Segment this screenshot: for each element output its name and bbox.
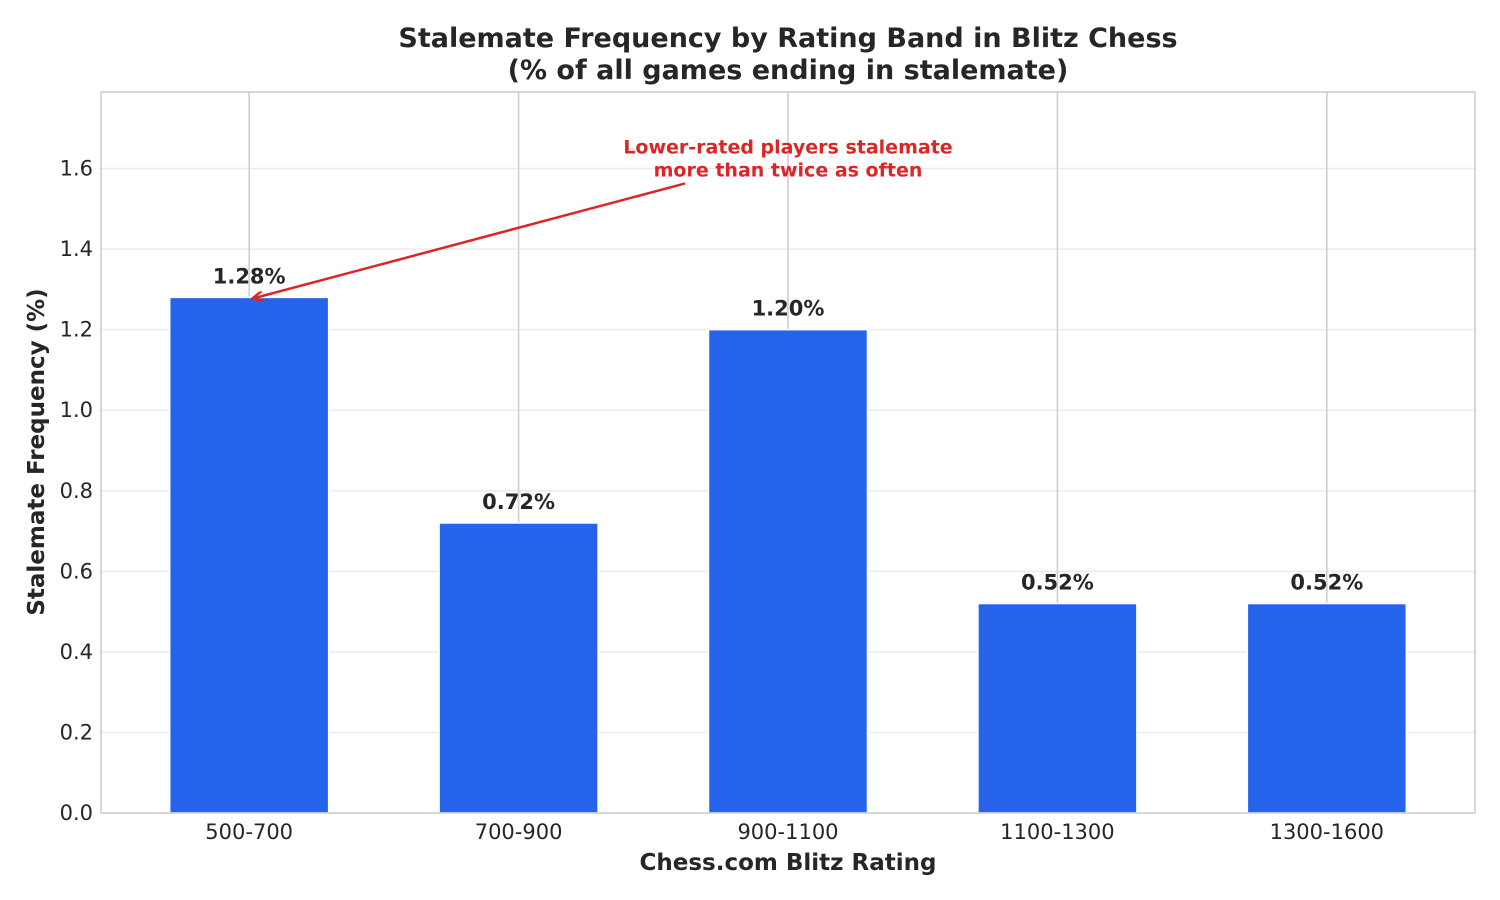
y-tick-label: 1.4 xyxy=(60,237,93,261)
y-tick-label: 0.8 xyxy=(60,479,93,503)
x-tick-label: 900-1100 xyxy=(737,820,838,844)
x-tick-label: 1100-1300 xyxy=(1000,820,1114,844)
data-label: 0.52% xyxy=(1290,571,1363,595)
annotation-text-line-1: Lower-rated players stalemate xyxy=(623,136,952,158)
y-tick-label: 0.6 xyxy=(60,559,93,583)
y-tick-label: 1.2 xyxy=(60,318,93,342)
bar xyxy=(707,328,869,814)
bar xyxy=(977,602,1138,814)
plot-frame xyxy=(100,91,1476,814)
data-label: 1.20% xyxy=(752,297,825,321)
x-tick-label: 700-900 xyxy=(475,820,563,844)
x-axis-label: Chess.com Blitz Rating xyxy=(639,850,936,876)
bars xyxy=(168,296,1408,814)
y-tick-label: 0.4 xyxy=(60,640,93,664)
annotation-text-line-2: more than twice as often xyxy=(654,159,923,181)
y-axis-label: Stalemate Frequency (%) xyxy=(24,288,50,615)
bar xyxy=(1246,602,1408,814)
x-tick-label: 500-700 xyxy=(205,820,293,844)
data-label: 0.72% xyxy=(482,490,555,514)
x-tick-label: 1300-1600 xyxy=(1270,820,1384,844)
annotation-arrow xyxy=(253,182,686,298)
tick-labels: 0.0 0.2 0.4 0.6 0.8 1.0 1.2 1.4 1.6 500-700 700-90… xyxy=(60,157,1384,844)
data-labels: 1.28% 0.72% 1.20% 0.52% 0.52% xyxy=(213,264,1364,594)
y-tick-label: 0.0 xyxy=(60,801,93,825)
bar xyxy=(438,522,599,814)
y-tick-label: 1.0 xyxy=(60,398,93,422)
chart-title-line-2: (% of all games ending in stalemate) xyxy=(508,55,1069,86)
y-tick-label: 1.6 xyxy=(60,157,93,181)
chart-title-line-1: Stalemate Frequency by Rating Band in Bl… xyxy=(398,23,1177,54)
bar xyxy=(168,296,330,814)
annotation: Lower-rated players stalemate more than … xyxy=(253,136,953,298)
data-label: 1.28% xyxy=(213,264,286,288)
data-label: 0.52% xyxy=(1021,571,1094,595)
y-tick-label: 0.2 xyxy=(60,720,93,744)
